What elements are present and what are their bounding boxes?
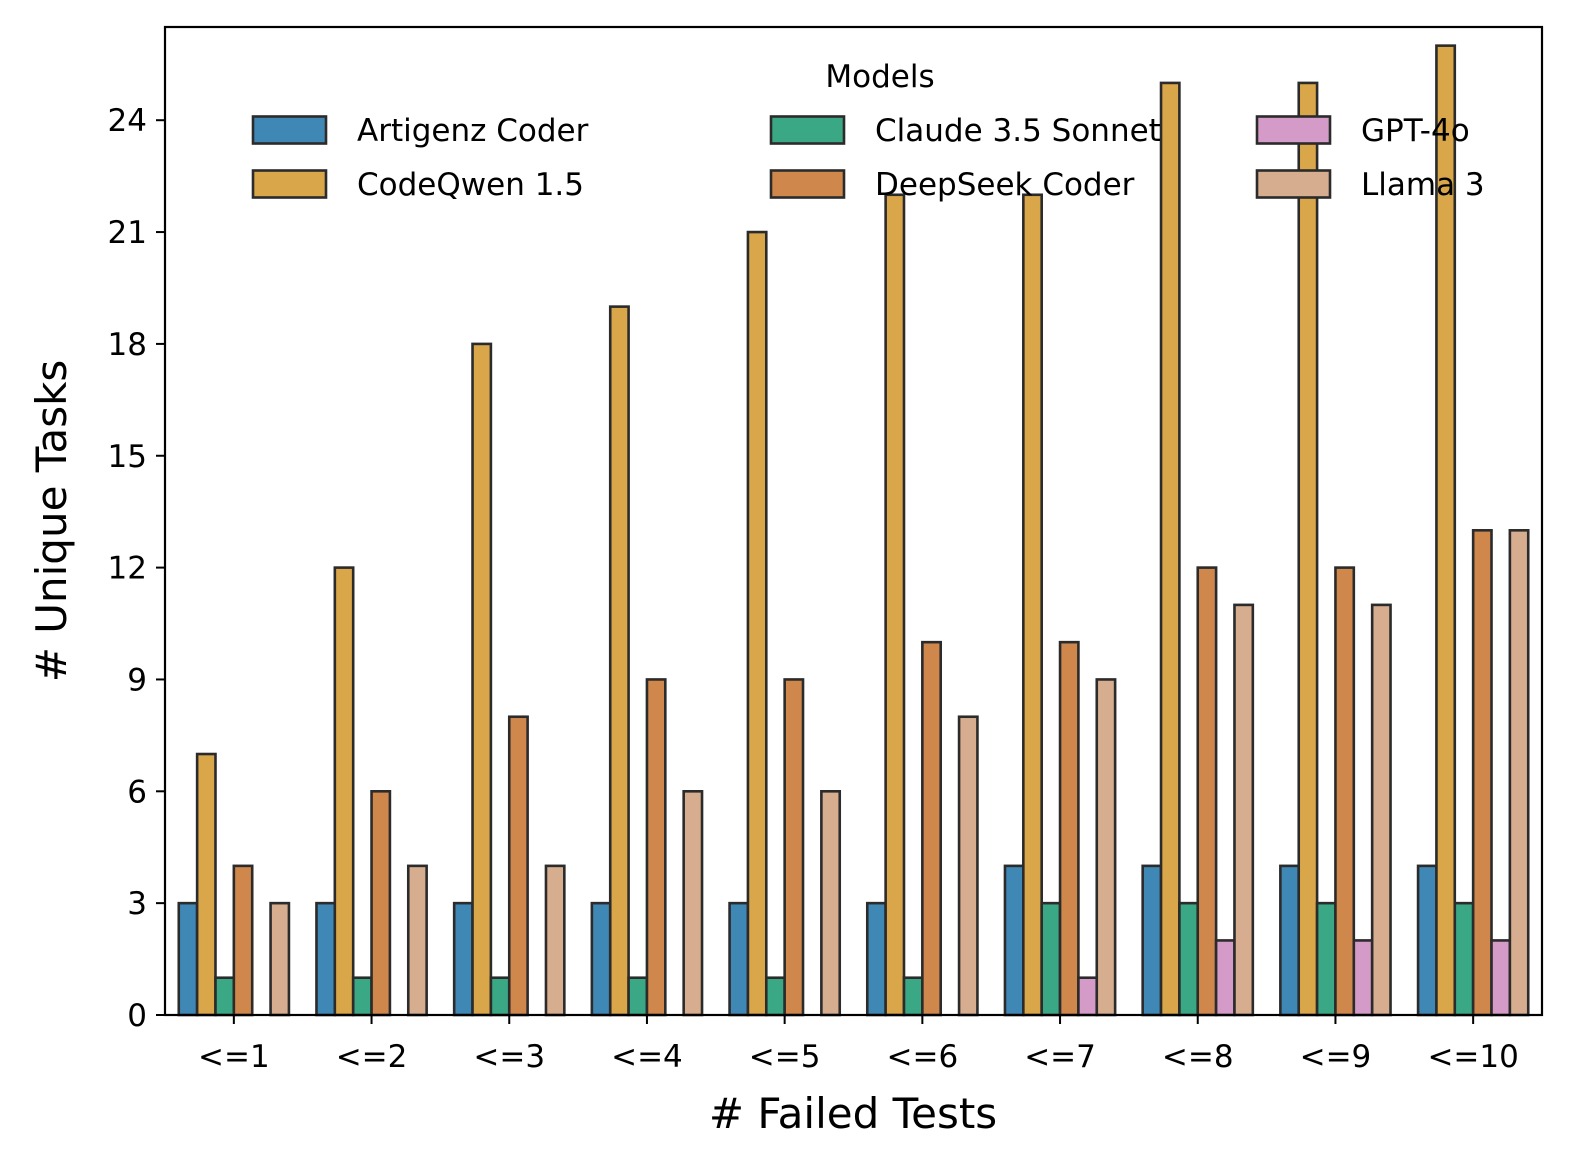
bar-artigenz-coder-4 — [590, 901, 612, 1017]
bar-claude-3-5-sonnet-4 — [627, 976, 649, 1017]
legend: Models Artigenz Coder CodeQwen 1.5 Claude … — [251, 59, 1485, 203]
legend-label-llama-3: Llama 3 — [1361, 167, 1485, 203]
bar-deepseek-coder-6 — [921, 640, 943, 1017]
bar-deepseek-coder-1 — [232, 864, 254, 1017]
x-tick-label: <=9 — [1300, 1039, 1372, 1075]
bar-artigenz-coder-1 — [177, 901, 199, 1017]
y-tick-label: 24 — [108, 103, 147, 139]
legend-label-deepseek-coder: DeepSeek Coder — [875, 167, 1135, 203]
plot-frame — [163, 25, 1544, 1017]
bar-codeqwen-1-5-7 — [1022, 193, 1043, 1017]
bar-deepseek-coder-5 — [783, 678, 805, 1017]
legend-swatch-claude-3-5-sonnet — [769, 115, 846, 145]
bar-codeqwen-1-5-8 — [1159, 81, 1181, 1017]
bar-claude-3-5-sonnet-6 — [902, 976, 924, 1017]
bar-artigenz-coder-6 — [865, 901, 887, 1017]
bar-claude-3-5-sonnet-8 — [1178, 901, 1200, 1017]
bar-artigenz-coder-8 — [1141, 864, 1163, 1017]
x-tick-label: <=5 — [749, 1039, 821, 1075]
bar-artigenz-coder-2 — [315, 901, 337, 1017]
bar-deepseek-coder-8 — [1196, 566, 1218, 1017]
bar-codeqwen-1-5-3 — [471, 342, 493, 1017]
bar-deepseek-coder-9 — [1334, 566, 1356, 1017]
y-tick-label: 12 — [108, 551, 147, 587]
bar-llama-3-5 — [820, 790, 842, 1017]
bar-codeqwen-1-5-5 — [746, 230, 768, 1017]
bar-claude-3-5-sonnet-9 — [1315, 901, 1337, 1017]
bar-artigenz-coder-9 — [1279, 864, 1301, 1017]
legend-label-claude-3-5-sonnet: Claude 3.5 Sonnet — [875, 113, 1161, 149]
bar-llama-3-9 — [1370, 603, 1392, 1017]
bar-claude-3-5-sonnet-1 — [214, 976, 236, 1017]
bar-deepseek-coder-4 — [645, 678, 667, 1017]
bar-claude-3-5-sonnet-10 — [1453, 901, 1475, 1017]
bar-artigenz-coder-3 — [452, 901, 474, 1017]
bar-llama-3-6 — [957, 715, 979, 1017]
legend-swatch-codeqwen-1-5 — [251, 169, 328, 199]
bar-codeqwen-1-5-9 — [1297, 81, 1319, 1017]
y-axis-label: # Unique Tasks — [27, 360, 76, 683]
legend-label-gpt-4o: GPT-4o — [1361, 113, 1470, 149]
bar-gpt-4o-8 — [1214, 939, 1236, 1017]
bar-codeqwen-1-5-1 — [195, 752, 217, 1017]
bar-codeqwen-1-5-2 — [333, 566, 355, 1017]
bar-llama-3-8 — [1233, 603, 1255, 1017]
legend-swatch-gpt-4o — [1255, 115, 1332, 145]
legend-label-artigenz-coder: Artigenz Coder — [357, 113, 589, 149]
bar-deepseek-coder-2 — [370, 790, 392, 1017]
legend-title: Models — [825, 59, 934, 95]
x-axis-label: # Failed Tests — [709, 1089, 997, 1138]
y-tick-label: 15 — [108, 439, 147, 475]
legend-swatch-deepseek-coder — [769, 169, 846, 199]
bar-deepseek-coder-3 — [507, 715, 529, 1017]
bar-codeqwen-1-5-4 — [608, 305, 630, 1017]
y-tick-label: 3 — [127, 886, 147, 922]
bar-artigenz-coder-10 — [1416, 864, 1438, 1017]
bar-llama-3-3 — [544, 864, 566, 1017]
bar-claude-3-5-sonnet-5 — [764, 976, 786, 1017]
y-tick-label: 0 — [127, 998, 147, 1034]
bar-llama-3-2 — [406, 864, 428, 1017]
y-tick-label: 9 — [127, 662, 147, 698]
x-tick-label: <=7 — [1024, 1039, 1096, 1075]
bar-gpt-4o-9 — [1352, 939, 1374, 1017]
bar-llama-3-1 — [269, 901, 291, 1017]
y-tick-label: 6 — [127, 774, 147, 810]
x-tick-label: <=8 — [1162, 1039, 1234, 1075]
bar-artigenz-coder-5 — [728, 901, 750, 1017]
x-tick-label: <=3 — [473, 1039, 545, 1075]
legend-swatch-llama-3 — [1255, 169, 1332, 199]
y-tick-label: 18 — [108, 327, 147, 363]
bar-gpt-4o-7 — [1077, 976, 1099, 1017]
legend-swatch-artigenz-coder — [251, 115, 328, 145]
y-axis: 0 3 6 9 12 15 18 21 24 — [108, 103, 165, 1034]
bar-claude-3-5-sonnet-3 — [489, 976, 511, 1017]
x-tick-label: <=2 — [336, 1039, 408, 1075]
x-tick-label: <=10 — [1427, 1039, 1518, 1075]
bar-claude-3-5-sonnet-2 — [351, 976, 373, 1017]
bar-llama-3-7 — [1095, 678, 1117, 1017]
bar-llama-3-4 — [682, 790, 704, 1017]
bar-codeqwen-1-5-6 — [884, 193, 906, 1017]
legend-label-codeqwen-1-5: CodeQwen 1.5 — [357, 167, 584, 203]
bar-deepseek-coder-7 — [1058, 640, 1080, 1017]
x-tick-label: <=1 — [198, 1039, 270, 1075]
x-axis: <=1 <=2 <=3 <=4 <=5 <=6 <=7 <=8 <=9 <=10 — [198, 1015, 1519, 1075]
bar-artigenz-coder-7 — [1003, 864, 1025, 1017]
x-tick-label: <=6 — [887, 1039, 959, 1075]
bar-llama-3-10 — [1508, 529, 1530, 1017]
bar-gpt-4o-10 — [1490, 939, 1512, 1017]
x-tick-label: <=4 — [611, 1039, 683, 1075]
bar-claude-3-5-sonnet-7 — [1040, 901, 1062, 1017]
y-tick-label: 21 — [108, 215, 147, 251]
bar-deepseek-coder-10 — [1471, 529, 1493, 1017]
